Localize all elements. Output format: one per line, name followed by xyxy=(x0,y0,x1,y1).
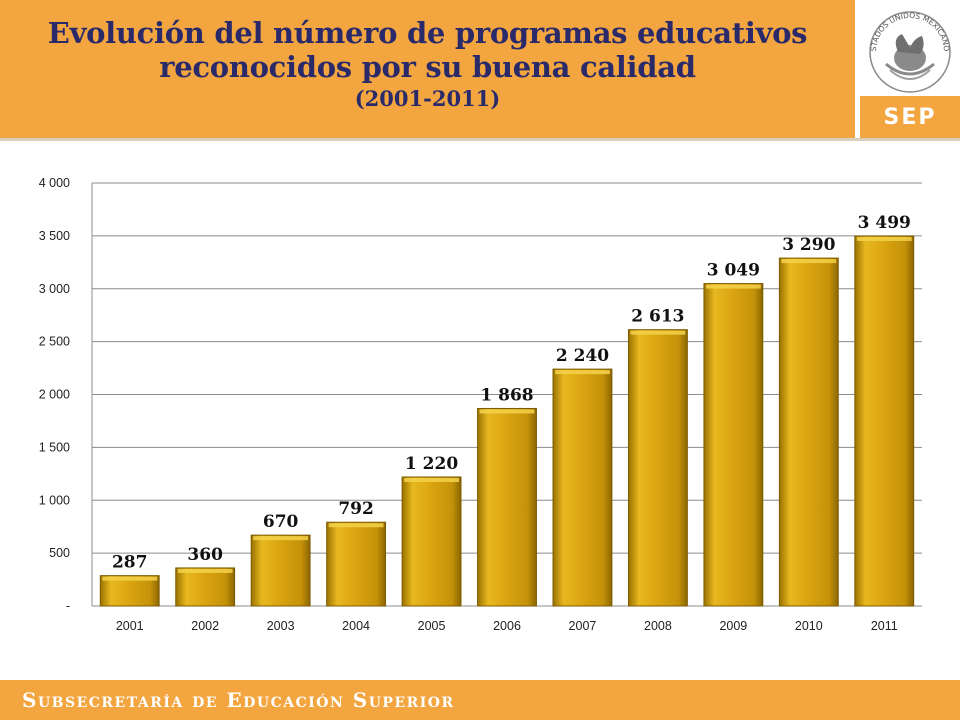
title-band xyxy=(0,0,855,138)
x-tick-label: 2009 xyxy=(719,619,747,633)
bar-highlight xyxy=(102,576,158,581)
bar-highlight xyxy=(404,477,459,482)
bar-highlight xyxy=(781,259,837,264)
bar-highlight xyxy=(479,409,535,414)
value-label-2002: 360 xyxy=(187,545,223,565)
value-label-2010: 3 290 xyxy=(782,235,835,255)
bar-2002 xyxy=(175,567,236,607)
bar-highlight xyxy=(328,523,384,528)
bar-2007 xyxy=(552,368,613,607)
title-period: (2001-2011) xyxy=(354,86,501,111)
y-tick-label: 2 500 xyxy=(39,335,70,349)
x-tick-label: 2003 xyxy=(267,619,295,633)
x-tick-label: 2007 xyxy=(569,619,597,633)
y-tick-label: 2 000 xyxy=(39,388,70,402)
y-tick-label: 1 000 xyxy=(39,493,70,507)
value-label-2007: 2 240 xyxy=(556,346,609,366)
bar-2006 xyxy=(477,407,537,607)
bar-highlight xyxy=(555,370,610,375)
bar-2008 xyxy=(627,329,688,607)
value-label-2004: 792 xyxy=(338,499,374,519)
slide-title: Evolución del número de programas educat… xyxy=(0,16,855,114)
x-tick-label: 2011 xyxy=(871,619,898,633)
bar-2010 xyxy=(778,257,839,607)
title-line-1: Evolución del número de programas educat… xyxy=(47,16,808,50)
x-tick-label: 2006 xyxy=(493,619,521,633)
bar-2011 xyxy=(854,235,915,607)
footer-title: Subsecretaría de Educación Superior xyxy=(22,688,455,712)
y-axis-ticks: - 500 1 000 1 500 2 000 2 500 3 000 3 500 4 000 xyxy=(39,176,70,613)
bar-2001 xyxy=(99,575,160,607)
x-axis-ticks: 2001 2002 2003 2004 2005 2006 2007 2008 2009 2010… xyxy=(116,619,898,633)
y-tick-label: 3 000 xyxy=(39,282,70,296)
header-divider xyxy=(0,138,960,141)
value-label-2001: 287 xyxy=(112,553,148,573)
x-tick-label: 2001 xyxy=(116,619,144,633)
value-label-2009: 3 049 xyxy=(707,261,760,281)
value-label-2003: 670 xyxy=(263,512,299,532)
title-line-2: reconocidos por su buena calidad xyxy=(159,50,696,84)
value-label-2011: 3 499 xyxy=(858,213,911,233)
bar-2003 xyxy=(250,534,311,607)
sep-logo: SEP xyxy=(860,96,960,138)
x-tick-label: 2005 xyxy=(418,619,446,633)
y-tick-label: 500 xyxy=(49,546,70,560)
x-tick-label: 2008 xyxy=(644,619,672,633)
bar-highlight xyxy=(253,536,309,541)
x-tick-label: 2004 xyxy=(342,619,370,633)
slide-header: Evolución del número de programas educat… xyxy=(0,0,960,141)
bar-2009 xyxy=(703,283,764,607)
x-tick-label: 2010 xyxy=(795,619,823,633)
bar-highlight xyxy=(705,284,761,289)
bar-highlight xyxy=(856,236,912,241)
bar-highlight xyxy=(630,330,686,335)
data-labels: 287 360 670 792 1 220 1 868 2 240 2 613 3 049 3 2… xyxy=(112,213,911,573)
value-label-2005: 1 220 xyxy=(405,454,458,474)
bar-2005 xyxy=(401,476,462,607)
y-tick-label: 1 500 xyxy=(39,440,70,454)
y-tick-label: 4 000 xyxy=(39,176,70,190)
value-label-2006: 1 868 xyxy=(480,385,533,405)
y-tick-label: 3 500 xyxy=(39,229,70,243)
x-tick-label: 2002 xyxy=(191,619,219,633)
value-label-2008: 2 613 xyxy=(631,307,684,327)
footer-band: Subsecretaría de Educación Superior xyxy=(0,680,960,720)
bar-highlight xyxy=(177,568,233,573)
bars xyxy=(99,235,915,607)
bar-2004 xyxy=(326,521,387,607)
y-tick-label: - xyxy=(66,599,70,613)
